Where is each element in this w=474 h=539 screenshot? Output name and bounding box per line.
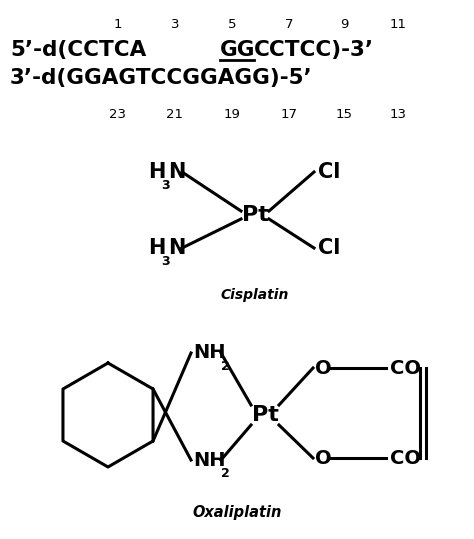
Text: 3: 3 — [161, 255, 170, 268]
Text: 17: 17 — [281, 108, 298, 121]
Text: 5: 5 — [228, 18, 236, 31]
Text: O: O — [315, 358, 332, 377]
Text: 2: 2 — [221, 467, 230, 480]
Text: 15: 15 — [336, 108, 353, 121]
Text: Pt: Pt — [252, 405, 278, 425]
Text: Cisplatin: Cisplatin — [221, 288, 289, 302]
Text: 9: 9 — [340, 18, 348, 31]
Text: 7: 7 — [285, 18, 293, 31]
Text: 2: 2 — [221, 360, 230, 373]
Text: 1: 1 — [114, 18, 122, 31]
Text: Cl: Cl — [318, 162, 340, 182]
Text: Cl: Cl — [318, 238, 340, 258]
Text: CO: CO — [390, 358, 421, 377]
Text: 21: 21 — [166, 108, 183, 121]
Text: CO: CO — [390, 448, 421, 467]
Text: 11: 11 — [390, 18, 407, 31]
Text: NH: NH — [193, 451, 226, 469]
Text: Oxaliplatin: Oxaliplatin — [192, 505, 282, 520]
Text: NH: NH — [193, 343, 226, 363]
Text: N: N — [168, 162, 185, 182]
Text: 3: 3 — [161, 179, 170, 192]
Text: H: H — [148, 162, 165, 182]
Text: 19: 19 — [224, 108, 240, 121]
Text: 23: 23 — [109, 108, 127, 121]
Text: H: H — [148, 238, 165, 258]
Text: N: N — [168, 238, 185, 258]
Text: CCTCC)-3’: CCTCC)-3’ — [254, 40, 374, 60]
Text: 13: 13 — [390, 108, 407, 121]
Text: GG: GG — [220, 40, 255, 60]
Text: 5’-d(CCTCA: 5’-d(CCTCA — [10, 40, 146, 60]
Text: Pt: Pt — [242, 205, 268, 225]
Text: O: O — [315, 448, 332, 467]
Text: 3: 3 — [171, 18, 179, 31]
Text: 3’-d(GGAGTCCGGAGG)-5’: 3’-d(GGAGTCCGGAGG)-5’ — [10, 68, 313, 88]
